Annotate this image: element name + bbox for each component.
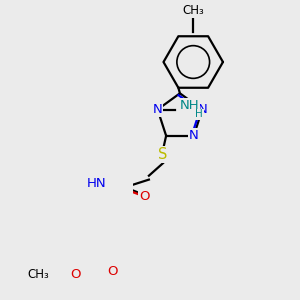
Text: N: N [189, 129, 199, 142]
Text: N: N [197, 103, 207, 116]
Text: O: O [70, 268, 81, 281]
Text: NH: NH [179, 99, 199, 112]
Text: CH₃: CH₃ [28, 268, 50, 281]
Text: N: N [153, 103, 163, 116]
Text: HN: HN [87, 177, 107, 190]
Text: O: O [139, 190, 149, 203]
Text: S: S [158, 147, 168, 162]
Text: H: H [195, 109, 203, 119]
Text: CH₃: CH₃ [182, 4, 204, 17]
Text: O: O [108, 266, 118, 278]
